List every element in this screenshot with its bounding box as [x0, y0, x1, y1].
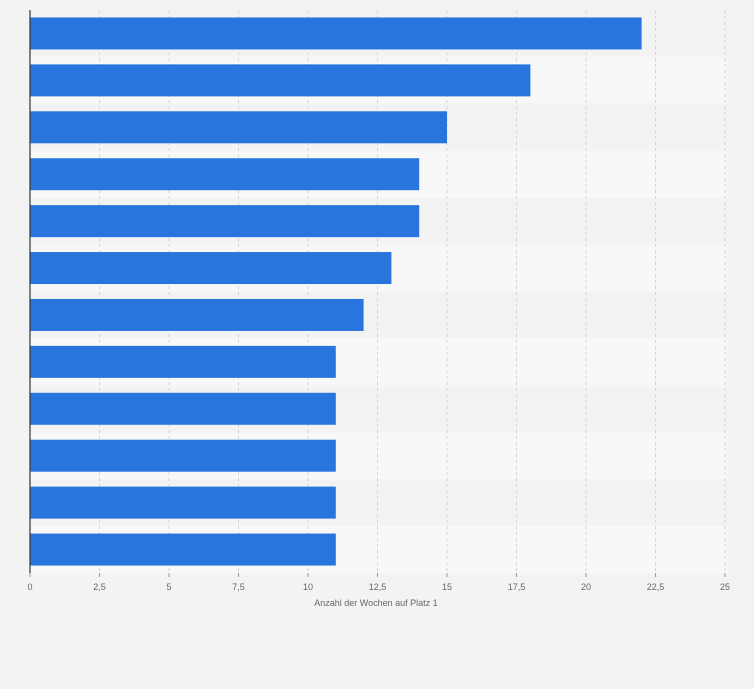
x-axis-title: Anzahl der Wochen auf Platz 1 — [314, 598, 437, 608]
x-tick-label: 17,5 — [508, 582, 526, 592]
bar[interactable] — [30, 486, 336, 519]
x-tick-label: 7,5 — [232, 582, 245, 592]
bar[interactable] — [30, 533, 336, 566]
bars — [30, 17, 642, 566]
x-axis-ticks: 0 2,5 5 7,5 10 12,5 15 17,5 20 22,5 25 — [27, 573, 730, 592]
x-tick-label: 25 — [720, 582, 730, 592]
x-tick-label: 2,5 — [93, 582, 106, 592]
bar[interactable] — [30, 252, 392, 285]
x-tick-label: 20 — [581, 582, 591, 592]
bar[interactable] — [30, 64, 531, 97]
x-tick-label: 10 — [303, 582, 313, 592]
x-tick-label: 0 — [27, 582, 32, 592]
bar[interactable] — [30, 298, 364, 331]
grid-lines — [99, 10, 726, 573]
x-tick-label: 5 — [166, 582, 171, 592]
x-tick-label: 22,5 — [647, 582, 665, 592]
bar[interactable] — [30, 392, 336, 425]
x-tick-label: 15 — [442, 582, 452, 592]
bar[interactable] — [30, 111, 447, 144]
bar[interactable] — [30, 345, 336, 378]
bar[interactable] — [30, 439, 336, 472]
bar[interactable] — [30, 205, 420, 238]
bar[interactable] — [30, 158, 420, 191]
bar[interactable] — [30, 17, 642, 50]
x-tick-label: 12,5 — [369, 582, 387, 592]
